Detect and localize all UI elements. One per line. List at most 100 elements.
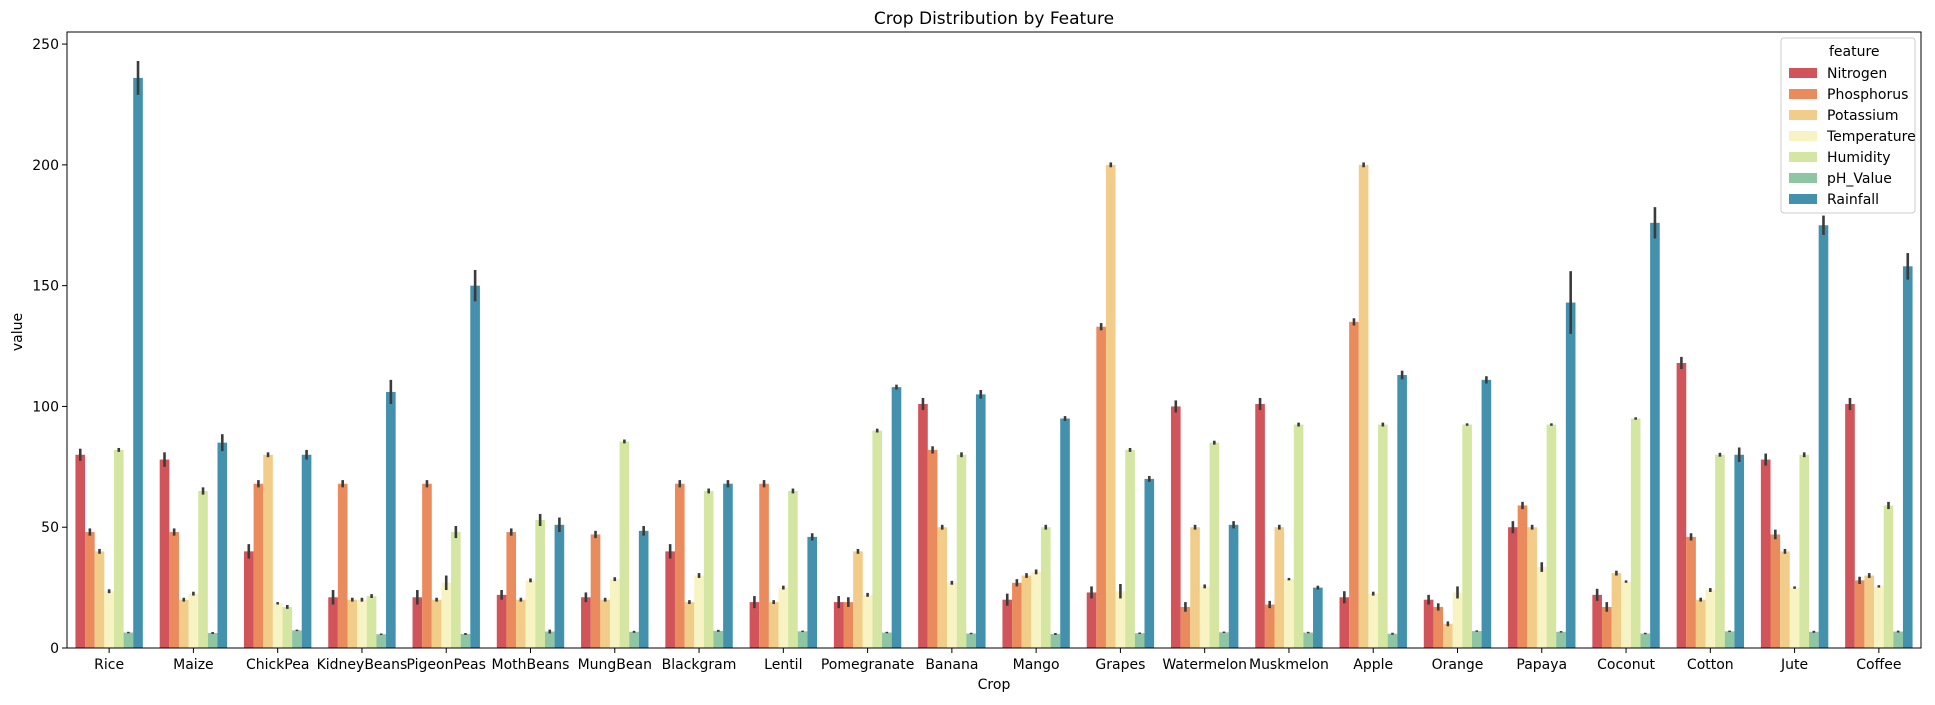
x-tick-label: Watermelon [1162, 657, 1247, 673]
bar [1471, 631, 1482, 648]
bar [1219, 632, 1229, 648]
bar [169, 532, 179, 648]
bar [506, 532, 517, 648]
y-axis-label: value [10, 313, 26, 351]
bar [966, 633, 976, 648]
bar [94, 551, 105, 648]
bar [1433, 606, 1444, 648]
bar [1313, 587, 1323, 648]
bar [937, 527, 948, 648]
bar [1339, 597, 1350, 648]
bar [768, 602, 779, 648]
bar [1760, 459, 1771, 648]
bar [797, 631, 808, 648]
legend-entry: Rainfall [1827, 192, 1879, 208]
bar [159, 459, 170, 648]
bar [1818, 225, 1829, 648]
bar [1650, 222, 1660, 648]
bar [927, 449, 938, 648]
bar [833, 602, 844, 648]
bar [198, 490, 208, 648]
x-tick-label: Coconut [1597, 657, 1655, 673]
bar [1031, 571, 1041, 648]
x-tick-label: MungBean [578, 657, 652, 673]
legend-swatch [1789, 194, 1817, 204]
bar [1676, 362, 1687, 648]
bar [243, 551, 254, 648]
bar [843, 602, 854, 648]
bar [1378, 424, 1388, 648]
bar [1695, 599, 1706, 648]
bar [1002, 599, 1013, 648]
bar [1611, 573, 1622, 648]
bar [470, 285, 480, 648]
bar [207, 633, 218, 648]
y-tick-label: 150 [32, 279, 59, 295]
bar [1527, 527, 1537, 648]
bar [1228, 524, 1239, 648]
bar [891, 387, 902, 648]
bar [723, 483, 733, 648]
bar [665, 551, 675, 648]
bar [1293, 424, 1304, 648]
bar [1349, 321, 1359, 648]
y-tick-label: 250 [32, 37, 59, 53]
bar [1546, 424, 1557, 648]
bar [778, 587, 789, 648]
bar [1397, 375, 1407, 648]
bar [1115, 591, 1126, 648]
bar [386, 391, 396, 648]
bar [422, 483, 432, 648]
bar [1508, 527, 1518, 648]
bar [1060, 418, 1070, 648]
bar [1845, 404, 1855, 648]
bar [460, 633, 471, 648]
bar [1264, 604, 1275, 648]
bar [272, 603, 283, 648]
bar [1789, 587, 1800, 648]
bar [1517, 505, 1528, 648]
bar [1040, 527, 1051, 648]
bar [947, 582, 957, 648]
bar [1274, 527, 1285, 648]
x-tick-label: Rice [94, 657, 124, 673]
bars-layer [75, 60, 1913, 649]
bar [347, 599, 358, 648]
bar [807, 536, 818, 648]
bar [263, 454, 273, 648]
x-tick-label: Lentil [764, 657, 802, 673]
bar [525, 580, 536, 648]
bar [684, 602, 695, 648]
bar [956, 454, 967, 648]
bar [301, 454, 312, 648]
legend-swatch [1789, 152, 1817, 162]
bar [376, 634, 387, 648]
bar [629, 631, 639, 648]
bar [1724, 631, 1735, 648]
bar [703, 490, 714, 648]
bar [1012, 582, 1022, 648]
bar [1358, 164, 1369, 649]
bar [1705, 590, 1716, 648]
x-tick-label: Maize [173, 657, 214, 673]
axes-layer: 0 50 100 150 200 250 Rice Maize ChickPea KidneyBe… [32, 31, 1922, 673]
x-tick-label: Cotton [1687, 657, 1734, 673]
bar [441, 582, 452, 648]
bar [282, 606, 293, 648]
bar [357, 599, 367, 648]
bar [749, 602, 760, 648]
x-tick-label: ChickPea [246, 657, 309, 673]
legend-box [1780, 37, 1916, 214]
bar [609, 579, 620, 648]
x-tick-label: Blackgram [662, 657, 737, 673]
bar [328, 597, 338, 648]
bar [104, 591, 114, 648]
bar [1770, 534, 1781, 648]
legend-entry: Nitrogen [1827, 66, 1887, 82]
bar [1096, 326, 1106, 648]
bar [1190, 527, 1200, 648]
y-tick-label: 50 [41, 520, 59, 536]
y-tick-label: 0 [50, 641, 59, 657]
bar [1134, 633, 1145, 648]
